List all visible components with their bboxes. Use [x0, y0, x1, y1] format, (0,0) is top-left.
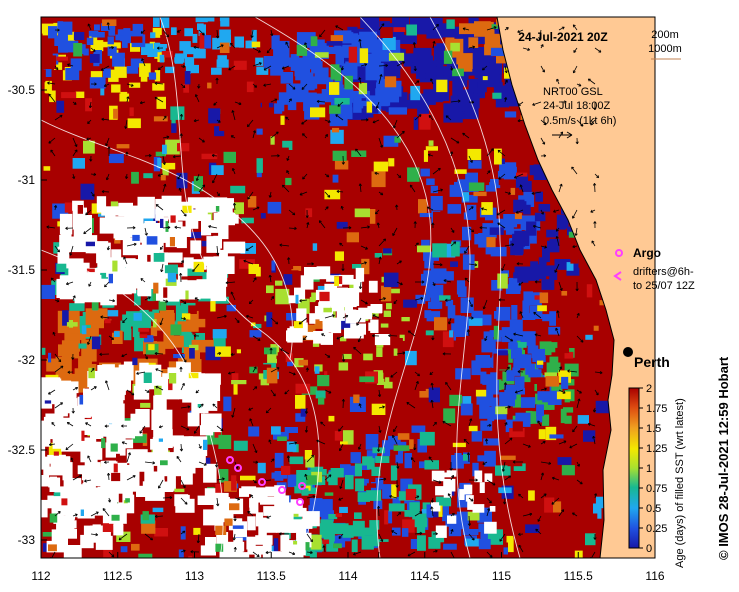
colorbar-tick-label: 1.5: [646, 423, 661, 435]
longitude-axis: 112 112.5 113 113.5 114 114.5 115 115.5 116: [31, 552, 665, 583]
bathymetry-contours: [41, 17, 521, 558]
lon-tick-label: 113.5: [257, 569, 286, 583]
depth-legend-1000m: 1000m: [648, 43, 682, 55]
drifter-legend-icon: [613, 271, 622, 281]
colorbar-label: Age (days) of filled SST (wrt latest): [674, 398, 686, 568]
lon-tick-label: 115.5: [564, 569, 593, 583]
lon-tick-label: 114: [338, 569, 357, 583]
colorbar-tick-label: 1: [646, 463, 652, 475]
lat-tick-label: -31.5: [8, 263, 36, 277]
colorbar-tick-label: 1.25: [646, 443, 667, 455]
lon-tick-label: 116: [645, 569, 664, 583]
lat-tick-label: -33: [18, 533, 36, 547]
imos-credit: © IMOS 28-Jul-2021 12:59 Hobart: [716, 356, 731, 560]
lon-tick-label: 115: [492, 569, 511, 583]
latitude-axis: -30.5 -31 -31.5 -32 -32.5 -33: [8, 83, 47, 547]
map-plot-area: [41, 17, 655, 558]
colorbar-tick-label: 0.25: [646, 523, 667, 535]
lon-tick-label: 114.5: [410, 569, 439, 583]
drifter-legend-line1: drifters@6h-: [633, 266, 694, 278]
argo-legend-icon: [615, 249, 623, 257]
map-title: 24-Jul-2021 20Z: [518, 30, 607, 44]
lon-tick-label: 113: [185, 569, 204, 583]
land-mass: [496, 17, 655, 558]
lat-tick-label: -32.5: [8, 443, 36, 457]
argo-legend-label: Argo: [633, 246, 661, 260]
current-time-label: 24-Jul 18:00Z: [543, 100, 611, 112]
argo-floats: [226, 456, 306, 506]
colorbar-tick-label: 2: [646, 383, 652, 395]
colorbar: [628, 387, 640, 549]
drifter-legend-line2: to 25/07 12Z: [633, 280, 695, 292]
perth-marker: [623, 347, 633, 357]
depth-legend-200m: 200m: [651, 29, 679, 41]
lon-tick-label: 112.5: [103, 569, 132, 583]
colorbar-tick-label: 1.75: [646, 403, 667, 415]
current-scale-arrow: [552, 131, 573, 139]
perth-label: Perth: [634, 354, 670, 370]
colorbar-tick-label: 0.75: [646, 483, 667, 495]
colorbar-tick-label: 0: [646, 543, 652, 555]
current-vectors: [46, 22, 603, 558]
lat-tick-label: -32: [18, 353, 36, 367]
sst-age-patches: [41, 17, 610, 558]
lat-tick-label: -30.5: [8, 83, 36, 97]
colorbar-ticks: 2 1.75 1.5 1.25 1 0.75 0.5 0.25 0: [639, 383, 667, 555]
current-source-label: NRT00 GSL: [543, 86, 603, 98]
current-scale-label: 0.5m/s (1kt 6h): [543, 115, 616, 127]
colorbar-tick-label: 0.5: [646, 503, 661, 515]
lat-tick-label: -31: [18, 173, 36, 187]
lon-tick-label: 112: [31, 569, 50, 583]
